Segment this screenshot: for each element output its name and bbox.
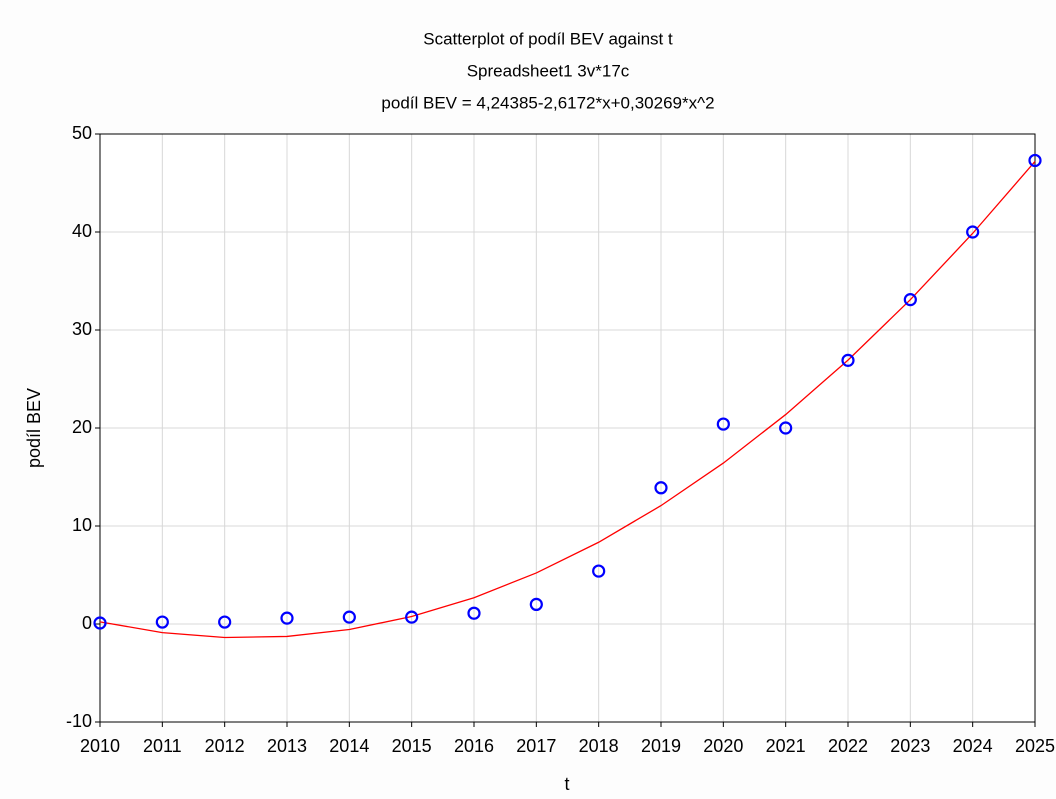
- x-tick-label: 2017: [516, 736, 556, 756]
- data-point: [280, 611, 294, 625]
- data-point: [1028, 153, 1042, 168]
- y-axis-label: podíl BEV: [24, 388, 44, 468]
- data-point: [654, 481, 668, 495]
- data-point: [779, 421, 793, 435]
- y-tick-label: 40: [72, 221, 92, 241]
- y-tick-label: 30: [72, 319, 92, 339]
- x-tick-label: 2016: [454, 736, 494, 756]
- x-tick-label: 2012: [205, 736, 245, 756]
- chart-subtitle: Spreadsheet1 3v*17c: [467, 61, 630, 80]
- x-tick-label: 2015: [392, 736, 432, 756]
- data-point: [903, 293, 917, 307]
- data-point: [155, 615, 169, 629]
- y-tick-label: 20: [72, 417, 92, 437]
- x-tick-label: 2014: [329, 736, 369, 756]
- data-point: [342, 610, 356, 624]
- chart-title: Scatterplot of podíl BEV against t: [423, 29, 673, 48]
- x-tick-label: 2025: [1015, 736, 1055, 756]
- x-tick-label: 2019: [641, 736, 681, 756]
- x-tick-label: 2024: [953, 736, 993, 756]
- data-point: [405, 610, 419, 624]
- y-tick-label: -10: [66, 711, 92, 731]
- data-point: [529, 597, 543, 612]
- data-point: [467, 606, 481, 620]
- x-tick-label: 2022: [828, 736, 868, 756]
- x-tick-label: 2020: [703, 736, 743, 756]
- data-point: [966, 225, 980, 239]
- x-axis-label: t: [564, 774, 569, 794]
- x-tick-label: 2013: [267, 736, 307, 756]
- data-point: [93, 616, 107, 630]
- x-tick-label: 2021: [766, 736, 806, 756]
- data-point: [218, 615, 232, 629]
- y-tick-label: 0: [82, 613, 92, 633]
- plot-frame: [99, 133, 1036, 723]
- data-point: [716, 417, 730, 431]
- data-point: [841, 353, 855, 367]
- y-tick-label: 10: [72, 515, 92, 535]
- fit-equation: podíl BEV = 4,24385-2,6172*x+0,30269*x^2: [381, 93, 714, 112]
- x-tick-label: 2023: [890, 736, 930, 756]
- fit-line: [99, 161, 1036, 639]
- x-tick-label: 2018: [579, 736, 619, 756]
- data-point: [592, 564, 606, 578]
- y-tick-label: 50: [72, 123, 92, 143]
- x-tick-label: 2010: [80, 736, 120, 756]
- x-tick-label: 2011: [143, 736, 182, 756]
